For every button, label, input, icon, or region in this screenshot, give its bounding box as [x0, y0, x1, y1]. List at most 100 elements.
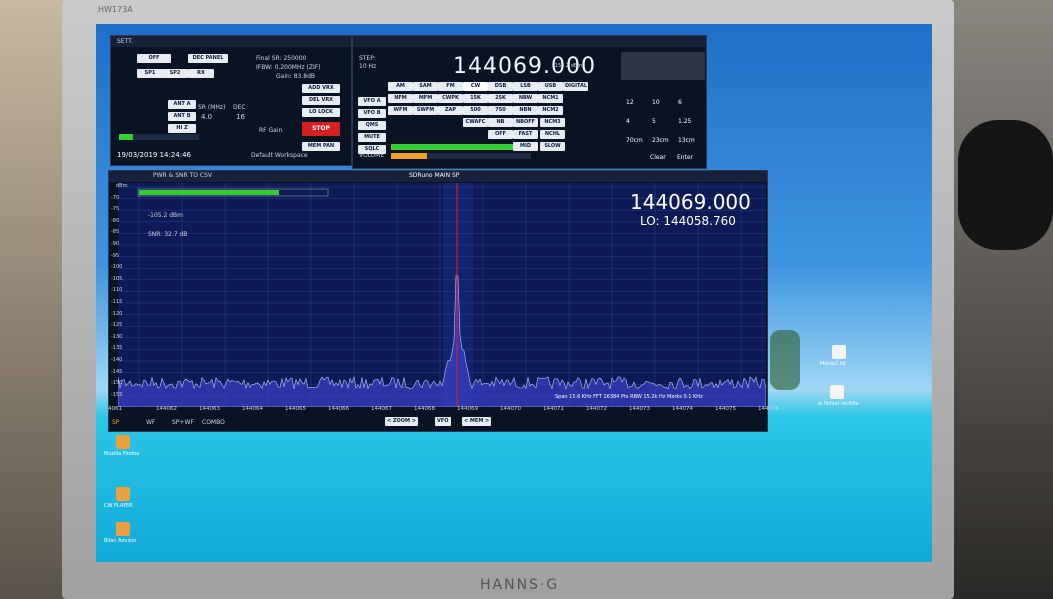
- vfo-button[interactable]: SQLC: [358, 145, 386, 154]
- y-tick-label: -120: [111, 312, 122, 317]
- vfo-button[interactable]: VFO A: [358, 97, 386, 106]
- date-time: 19/03/2019 14:24:46: [117, 152, 191, 159]
- control-button[interactable]: STOP: [302, 122, 340, 136]
- keypad-key[interactable]: 5: [652, 119, 656, 125]
- desktop-icon[interactable]: [830, 385, 844, 399]
- control-button[interactable]: RX: [188, 69, 214, 78]
- mode-button[interactable]: 15K: [463, 94, 488, 103]
- snr-readout: SNR: 32.7 dB: [148, 232, 187, 238]
- mode-button[interactable]: SLOW: [540, 142, 565, 151]
- mode-button[interactable]: DSB: [488, 82, 513, 91]
- mode-button[interactable]: NB: [488, 118, 513, 127]
- vfo-button[interactable]: MUTE: [358, 133, 386, 142]
- desktop-icon[interactable]: [832, 345, 846, 359]
- y-tick-label: dBm: [116, 184, 127, 189]
- control-button[interactable]: MEM PAN: [302, 142, 340, 151]
- mode-button[interactable]: NFM: [388, 94, 413, 103]
- keypad-key[interactable]: 10: [652, 100, 660, 106]
- rf-gain: RF Gain: [259, 128, 282, 134]
- control-button[interactable]: ANT B: [168, 112, 196, 121]
- mode-button[interactable]: NBW: [513, 94, 538, 103]
- mode-button[interactable]: FM: [438, 82, 463, 91]
- keypad-key[interactable]: 13cm: [678, 138, 695, 144]
- mode-button[interactable]: AM: [388, 82, 413, 91]
- keypad-key[interactable]: 6: [678, 100, 682, 106]
- control-button[interactable]: ADD VRX: [302, 84, 340, 93]
- desktop-icon[interactable]: [116, 487, 130, 501]
- x-tick-label: 144071: [543, 407, 564, 413]
- control-button[interactable]: DEC PANEL: [188, 54, 228, 63]
- keypad-key[interactable]: Clear: [650, 155, 666, 161]
- keypad-key[interactable]: Enter: [677, 155, 693, 161]
- volume-bar: [391, 153, 531, 159]
- mem-button[interactable]: < MEM >: [462, 417, 491, 426]
- workspace: Default Workspace: [251, 153, 308, 159]
- x-tick-label: 144070: [500, 407, 521, 413]
- room-right: [950, 0, 1053, 599]
- icon-label[interactable]: CW PLAYER: [104, 504, 133, 509]
- mode-button[interactable]: NCM2: [538, 106, 563, 115]
- mode-button[interactable]: USB: [538, 82, 563, 91]
- keypad-key[interactable]: 23cm: [652, 138, 669, 144]
- vfo-button[interactable]: VFO B: [358, 109, 386, 118]
- mode-button[interactable]: NBOFF: [513, 118, 538, 127]
- control-button[interactable]: LO LOCK: [302, 108, 340, 117]
- mode-button[interactable]: OFF: [488, 130, 513, 139]
- control-button[interactable]: SP1: [137, 69, 163, 78]
- mode-button[interactable]: 500: [463, 106, 488, 115]
- lo-frequency: LO: 144058.760: [640, 215, 736, 227]
- ifbw: IFBW: 0.200MHz (ZIF): [256, 65, 321, 71]
- footer-combo: COMBO: [202, 420, 225, 426]
- signal-level: -153.2 dBm: [553, 64, 582, 69]
- mode-button[interactable]: NCM1: [538, 94, 563, 103]
- icon-label[interactable]: Mozilla Firefox: [104, 452, 139, 457]
- control-button[interactable]: SP2: [162, 69, 188, 78]
- gain: Gain: 83.8dB: [276, 74, 315, 80]
- icon-label[interactable]: Morse2.lib: [820, 362, 846, 367]
- control-button[interactable]: HI Z: [168, 124, 196, 133]
- mode-button[interactable]: WFM: [388, 106, 413, 115]
- vfo-button[interactable]: VFO: [435, 417, 451, 426]
- big-frequency: 144069.000: [630, 192, 751, 212]
- speaker: [958, 120, 1053, 250]
- mode-button[interactable]: 25K: [488, 94, 513, 103]
- x-tick-label: 144073: [629, 407, 650, 413]
- keypad-key[interactable]: 70cm: [626, 138, 643, 144]
- icon-label[interactable]: le fichier rectifie: [818, 402, 859, 407]
- keypad-key[interactable]: 12: [626, 100, 634, 106]
- mode-button[interactable]: SWFM: [413, 106, 438, 115]
- mode-button[interactable]: SAM: [413, 82, 438, 91]
- mode-button[interactable]: ZAP: [438, 106, 463, 115]
- y-tick-label: -95: [111, 254, 119, 259]
- control-button[interactable]: OFF: [137, 54, 171, 63]
- control-button[interactable]: ANT A: [168, 100, 196, 109]
- mode-button[interactable]: CW: [463, 82, 488, 91]
- span-status: Span 15.6 KHz FFT 16384 Pts RBW 15.2k Hz…: [555, 395, 703, 400]
- mode-button[interactable]: NCM3: [540, 118, 565, 127]
- mode-button[interactable]: DIGITAL: [563, 82, 588, 91]
- footer-spwf: SP+WF: [172, 420, 194, 426]
- mode-button[interactable]: FAST: [513, 130, 538, 139]
- level-bar: [119, 134, 199, 140]
- icon-label[interactable]: Bilan Advisor: [104, 539, 137, 544]
- keypad-key[interactable]: 4: [626, 119, 630, 125]
- mode-button[interactable]: 750: [488, 106, 513, 115]
- vfo-button[interactable]: QMS: [358, 121, 386, 130]
- x-tick-label: 144075: [715, 407, 736, 413]
- mode-button[interactable]: CWPK: [438, 94, 463, 103]
- mode-button[interactable]: NBN: [513, 106, 538, 115]
- mode-button[interactable]: LSB: [513, 82, 538, 91]
- keypad-key[interactable]: 1.25: [678, 119, 691, 125]
- desktop-icon[interactable]: [116, 435, 130, 449]
- control-button[interactable]: DEL VRX: [302, 96, 340, 105]
- s-meter: [621, 52, 705, 80]
- desktop-icon[interactable]: [116, 522, 130, 536]
- y-tick-label: -145: [111, 370, 122, 375]
- mode-button[interactable]: NCHL: [540, 130, 565, 139]
- level-readout: -105.2 dBm: [148, 213, 183, 219]
- zoom-button[interactable]: < ZOOM >: [385, 417, 418, 426]
- mode-button[interactable]: MFM: [413, 94, 438, 103]
- mode-button[interactable]: MID: [513, 142, 538, 151]
- y-tick-label: -100: [111, 265, 122, 270]
- mode-button[interactable]: CWAFC: [463, 118, 488, 127]
